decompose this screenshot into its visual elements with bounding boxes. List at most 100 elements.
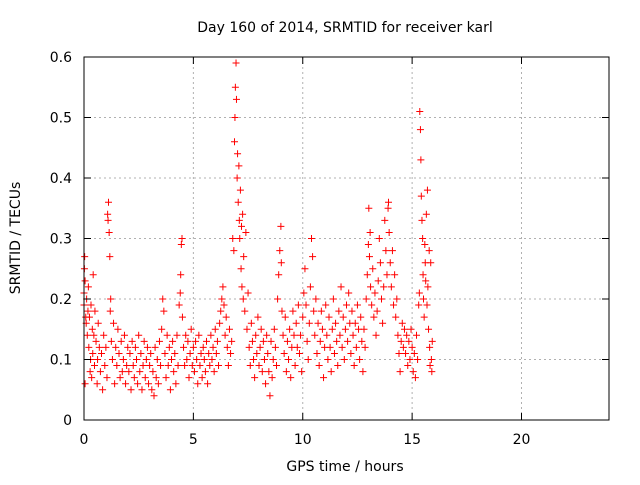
data-point xyxy=(218,295,226,303)
data-point xyxy=(101,362,109,370)
y-axis-label: SRMTID / TECUs xyxy=(8,182,24,295)
data-point xyxy=(414,356,422,363)
data-point xyxy=(423,301,431,309)
data-point xyxy=(173,331,181,339)
data-point xyxy=(362,295,370,303)
data-point xyxy=(128,337,136,345)
data-point xyxy=(136,368,144,376)
y-tick-label: 0.4 xyxy=(50,171,72,187)
data-point xyxy=(96,368,104,376)
data-point xyxy=(186,349,194,357)
data-point xyxy=(108,356,116,363)
data-point xyxy=(106,307,114,315)
x-tick-label: 20 xyxy=(513,432,531,448)
data-point xyxy=(178,235,186,242)
data-point xyxy=(305,319,313,327)
data-point xyxy=(236,186,244,194)
data-point xyxy=(385,228,393,236)
data-point xyxy=(200,356,208,363)
data-point xyxy=(392,313,400,321)
y-tick-label: 0.5 xyxy=(50,111,72,127)
data-point xyxy=(201,368,209,376)
data-point xyxy=(323,331,331,339)
data-point xyxy=(145,380,153,388)
data-point xyxy=(154,380,162,388)
x-tick-label: 15 xyxy=(403,432,421,448)
data-point xyxy=(426,362,434,370)
data-point xyxy=(113,362,121,370)
data-point xyxy=(264,349,272,357)
data-point xyxy=(223,343,231,351)
data-point xyxy=(334,362,342,370)
data-point xyxy=(315,362,323,370)
y-axis: 0 0.1 0.2 0.3 0.4 0.5 0.6 xyxy=(50,50,609,429)
data-point xyxy=(235,162,243,170)
data-point xyxy=(110,319,118,327)
chart-title: Day 160 of 2014, SRMTID for receiver kar… xyxy=(197,20,493,36)
data-point xyxy=(274,295,282,303)
data-point xyxy=(375,235,383,242)
data-point xyxy=(330,349,338,357)
data-point xyxy=(205,349,213,357)
data-point xyxy=(415,301,423,309)
x-axis: 0 5 10 15 20 xyxy=(80,57,531,448)
data-point xyxy=(356,356,364,363)
data-point xyxy=(164,362,172,370)
data-point xyxy=(428,368,436,376)
data-point xyxy=(343,301,350,309)
data-point xyxy=(309,253,317,261)
data-point xyxy=(318,325,326,333)
data-point xyxy=(241,307,249,315)
data-point xyxy=(422,210,430,218)
data-point xyxy=(316,337,324,345)
data-point xyxy=(239,295,247,303)
data-point xyxy=(231,114,239,121)
data-point xyxy=(189,343,197,351)
data-point xyxy=(287,374,295,382)
data-point xyxy=(95,343,103,351)
data-point xyxy=(127,386,135,394)
data-point xyxy=(387,283,395,291)
data-point xyxy=(207,331,215,339)
data-point xyxy=(406,356,414,363)
data-point xyxy=(177,271,185,279)
data-point xyxy=(124,343,132,351)
data-point xyxy=(239,210,247,218)
data-point xyxy=(242,228,250,236)
data-point xyxy=(199,343,207,351)
data-point xyxy=(238,283,246,291)
data-point xyxy=(229,235,237,242)
data-point xyxy=(376,259,384,267)
data-point xyxy=(142,356,150,363)
data-point xyxy=(147,349,155,357)
data-point xyxy=(416,126,424,134)
data-point xyxy=(393,295,401,303)
data-point xyxy=(117,337,125,345)
data-point xyxy=(396,368,404,376)
data-point xyxy=(98,349,105,357)
data-point xyxy=(388,247,396,255)
data-point xyxy=(111,380,119,388)
data-point xyxy=(280,349,288,357)
data-point xyxy=(297,331,305,339)
data-point xyxy=(166,386,174,394)
data-point xyxy=(395,349,403,357)
data-point xyxy=(415,289,423,297)
data-point xyxy=(233,174,241,182)
data-point xyxy=(171,349,179,357)
data-point xyxy=(133,356,140,363)
data-point xyxy=(197,349,205,357)
data-point xyxy=(339,313,347,321)
data-point xyxy=(360,325,368,333)
data-point xyxy=(298,368,306,376)
data-point xyxy=(209,343,217,351)
data-point xyxy=(193,356,201,363)
data-point xyxy=(85,313,93,321)
data-point xyxy=(418,216,426,224)
data-point xyxy=(204,380,212,388)
data-point xyxy=(302,301,310,309)
data-point xyxy=(115,349,123,357)
data-point xyxy=(368,301,376,309)
data-point xyxy=(411,374,419,382)
data-point xyxy=(292,319,300,327)
